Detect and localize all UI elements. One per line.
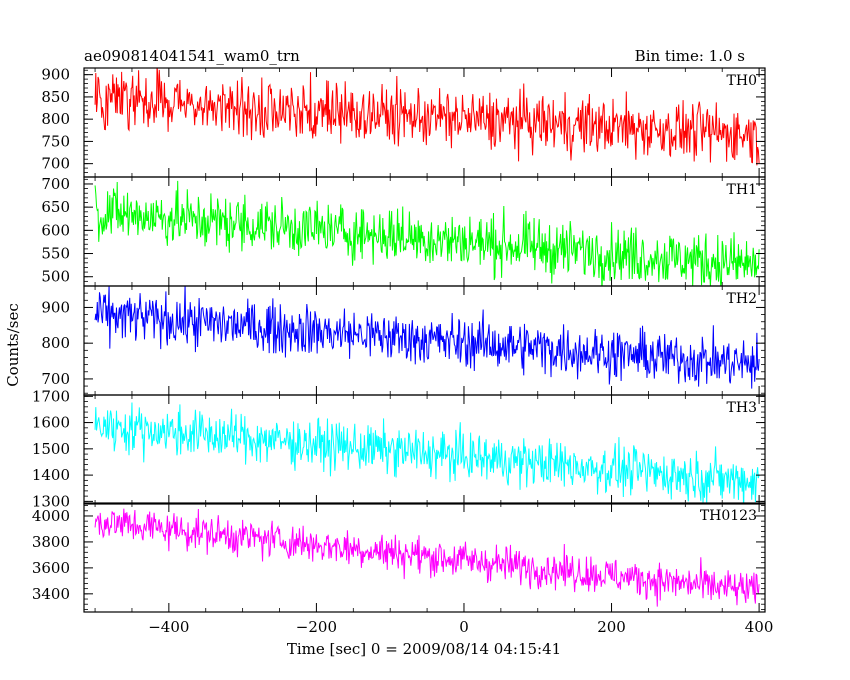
y-tick-label: 700	[41, 175, 70, 193]
series-label-th3: TH3	[727, 400, 757, 416]
y-tick-label: 4000	[32, 507, 70, 525]
y-tick-label: 700	[41, 370, 70, 388]
y-axis-title: Counts/sec	[4, 303, 22, 387]
y-tick-label: 1500	[32, 440, 70, 458]
series-line-th2	[94, 286, 760, 389]
y-tick-label: 1400	[32, 466, 70, 484]
y-tick-label: 800	[41, 334, 70, 352]
bin-time-label: Bin time: 1.0 s	[635, 47, 745, 65]
y-tick-label: 600	[41, 221, 70, 239]
y-tick-label: 3800	[32, 533, 70, 551]
y-tick-label: 1600	[32, 414, 70, 432]
chart-title: ae090814041541_wam0_trn	[84, 47, 300, 65]
y-tick-label: 1700	[32, 387, 70, 405]
panel-th1: 500 550 600 650 700 TH1	[41, 175, 766, 287]
y-tick-label: 3400	[32, 585, 70, 603]
x-tick-label: 0	[459, 618, 469, 636]
y-tick-label: 750	[41, 132, 70, 150]
x-tick-label: −200	[296, 618, 337, 636]
series-label-th2: TH2	[727, 291, 757, 307]
series-label-th0123: TH0123	[700, 508, 757, 524]
y-tick-label: 3600	[32, 559, 70, 577]
panel-th2: 700 800 900 TH2	[41, 285, 766, 396]
panel-frame	[83, 394, 766, 505]
series-line-th1	[94, 180, 760, 286]
series-line-th0	[94, 68, 760, 166]
y-tick-label: 1300	[32, 492, 70, 510]
series-line-th3	[94, 402, 760, 504]
panel-th3: 1300 1400 1500 1600 1700 TH3	[32, 387, 766, 510]
x-tick-label: 400	[745, 618, 774, 636]
x-axis-title: Time [sec] 0 = 2009/08/14 04:15:41	[287, 640, 561, 658]
y-tick-label: 900	[41, 66, 70, 84]
series-label-th1: TH1	[727, 182, 757, 198]
panel-th0: 700 750 800 850 900 TH0	[41, 66, 766, 178]
series-label-th0: TH0	[727, 73, 757, 89]
x-tick-label: 200	[597, 618, 626, 636]
y-tick-label: 900	[41, 298, 70, 316]
series-line-th0123	[94, 508, 760, 607]
y-tick-label: 500	[41, 268, 70, 286]
y-tick-label: 650	[41, 198, 70, 216]
y-tick-label: 800	[41, 110, 70, 128]
y-tick-label: 550	[41, 245, 70, 263]
panel-th0123: 3400 3600 3800 4000 TH0123	[32, 502, 766, 613]
y-tick-label: 850	[41, 88, 70, 106]
y-tick-label: 700	[41, 155, 70, 173]
x-axis: −400 −200 0 200 400	[148, 618, 773, 636]
panels-group: 700 750 800 850 900 TH0 500 550 600 650 700 TH1 700 8…	[32, 66, 766, 613]
x-tick-label: −400	[148, 618, 189, 636]
